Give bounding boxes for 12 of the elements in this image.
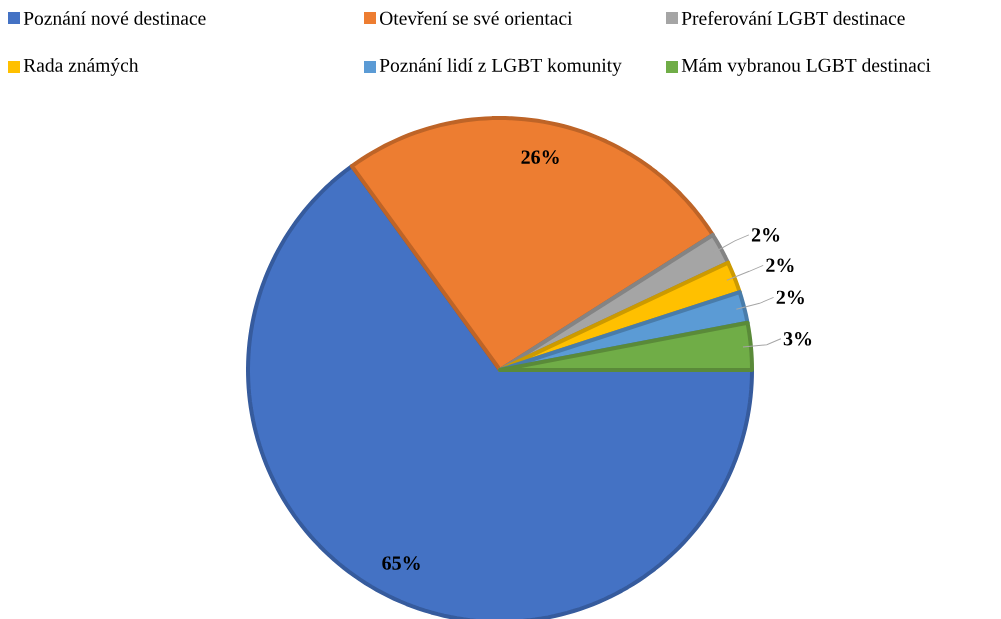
data-label: 2% xyxy=(766,258,794,273)
legend-label: Otevření se své orientaci xyxy=(380,11,573,25)
legend-label: Poznání nové destinace xyxy=(23,11,206,25)
data-label: 2% xyxy=(751,228,780,242)
data-label: 3% xyxy=(783,332,812,346)
legend-label: Poznání lidí z LGBT komunity xyxy=(379,58,622,76)
legend-label: Mám vybranou LGBT destinaci xyxy=(681,58,931,76)
data-label: 26% xyxy=(521,150,559,164)
legend-label: Rada známých xyxy=(23,58,139,76)
data-label: 2% xyxy=(776,290,804,305)
data-label: 65% xyxy=(382,556,420,570)
legend-label: Preferování LGBT destinace xyxy=(681,11,905,25)
